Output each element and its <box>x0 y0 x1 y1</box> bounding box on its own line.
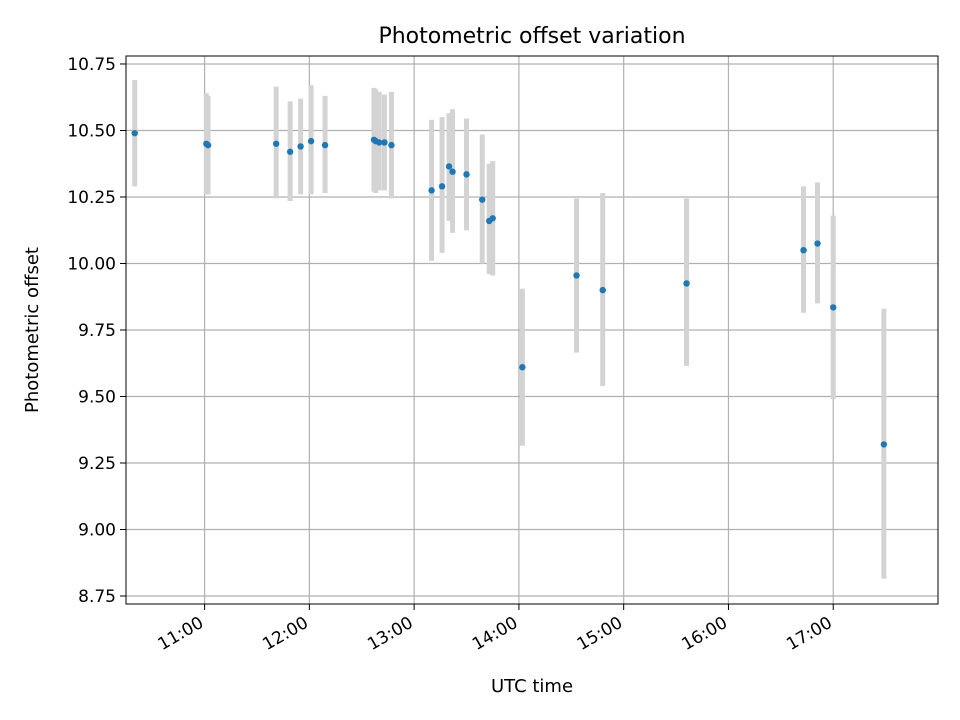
data-points <box>131 129 888 448</box>
data-point <box>131 129 138 137</box>
y-tick-label: 10.25 <box>67 188 116 208</box>
data-point <box>445 163 453 170</box>
data-point <box>463 171 470 178</box>
y-axis-ticks: 8.75 9.00 9.25 9.50 9.75 10.00 10.25 10.50 10.75 <box>67 55 126 607</box>
data-point <box>573 272 580 279</box>
data-point <box>321 141 329 149</box>
y-tick-label: 9.25 <box>78 454 116 474</box>
data-point <box>204 141 212 149</box>
data-point <box>880 441 888 448</box>
data-point <box>519 364 526 371</box>
chart-title: Photometric offset variation <box>378 24 685 49</box>
data-point <box>428 187 435 194</box>
y-axis-label: Photometric offset <box>22 247 43 413</box>
y-tick-label: 8.75 <box>78 587 116 607</box>
y-tick-label: 9.50 <box>78 388 116 408</box>
data-point <box>297 143 304 150</box>
y-tick-label: 10.50 <box>67 121 116 141</box>
data-point <box>830 304 837 311</box>
data-point <box>479 196 486 203</box>
data-point <box>388 141 395 149</box>
data-point <box>381 139 388 146</box>
data-point <box>814 240 821 247</box>
data-point <box>272 140 280 147</box>
data-point <box>438 183 446 190</box>
y-tick-label: 10.00 <box>67 254 116 274</box>
data-point <box>286 148 294 155</box>
data-point <box>599 286 606 294</box>
y-tick-label: 9.00 <box>78 521 116 541</box>
y-tick-label: 9.75 <box>78 321 116 341</box>
data-point <box>307 137 315 145</box>
data-point <box>800 246 807 254</box>
y-tick-label: 10.75 <box>67 55 116 75</box>
data-point <box>376 139 383 146</box>
data-point <box>489 215 496 222</box>
data-point <box>449 168 456 175</box>
data-point <box>683 280 690 287</box>
x-axis-label: UTC time <box>491 676 573 697</box>
